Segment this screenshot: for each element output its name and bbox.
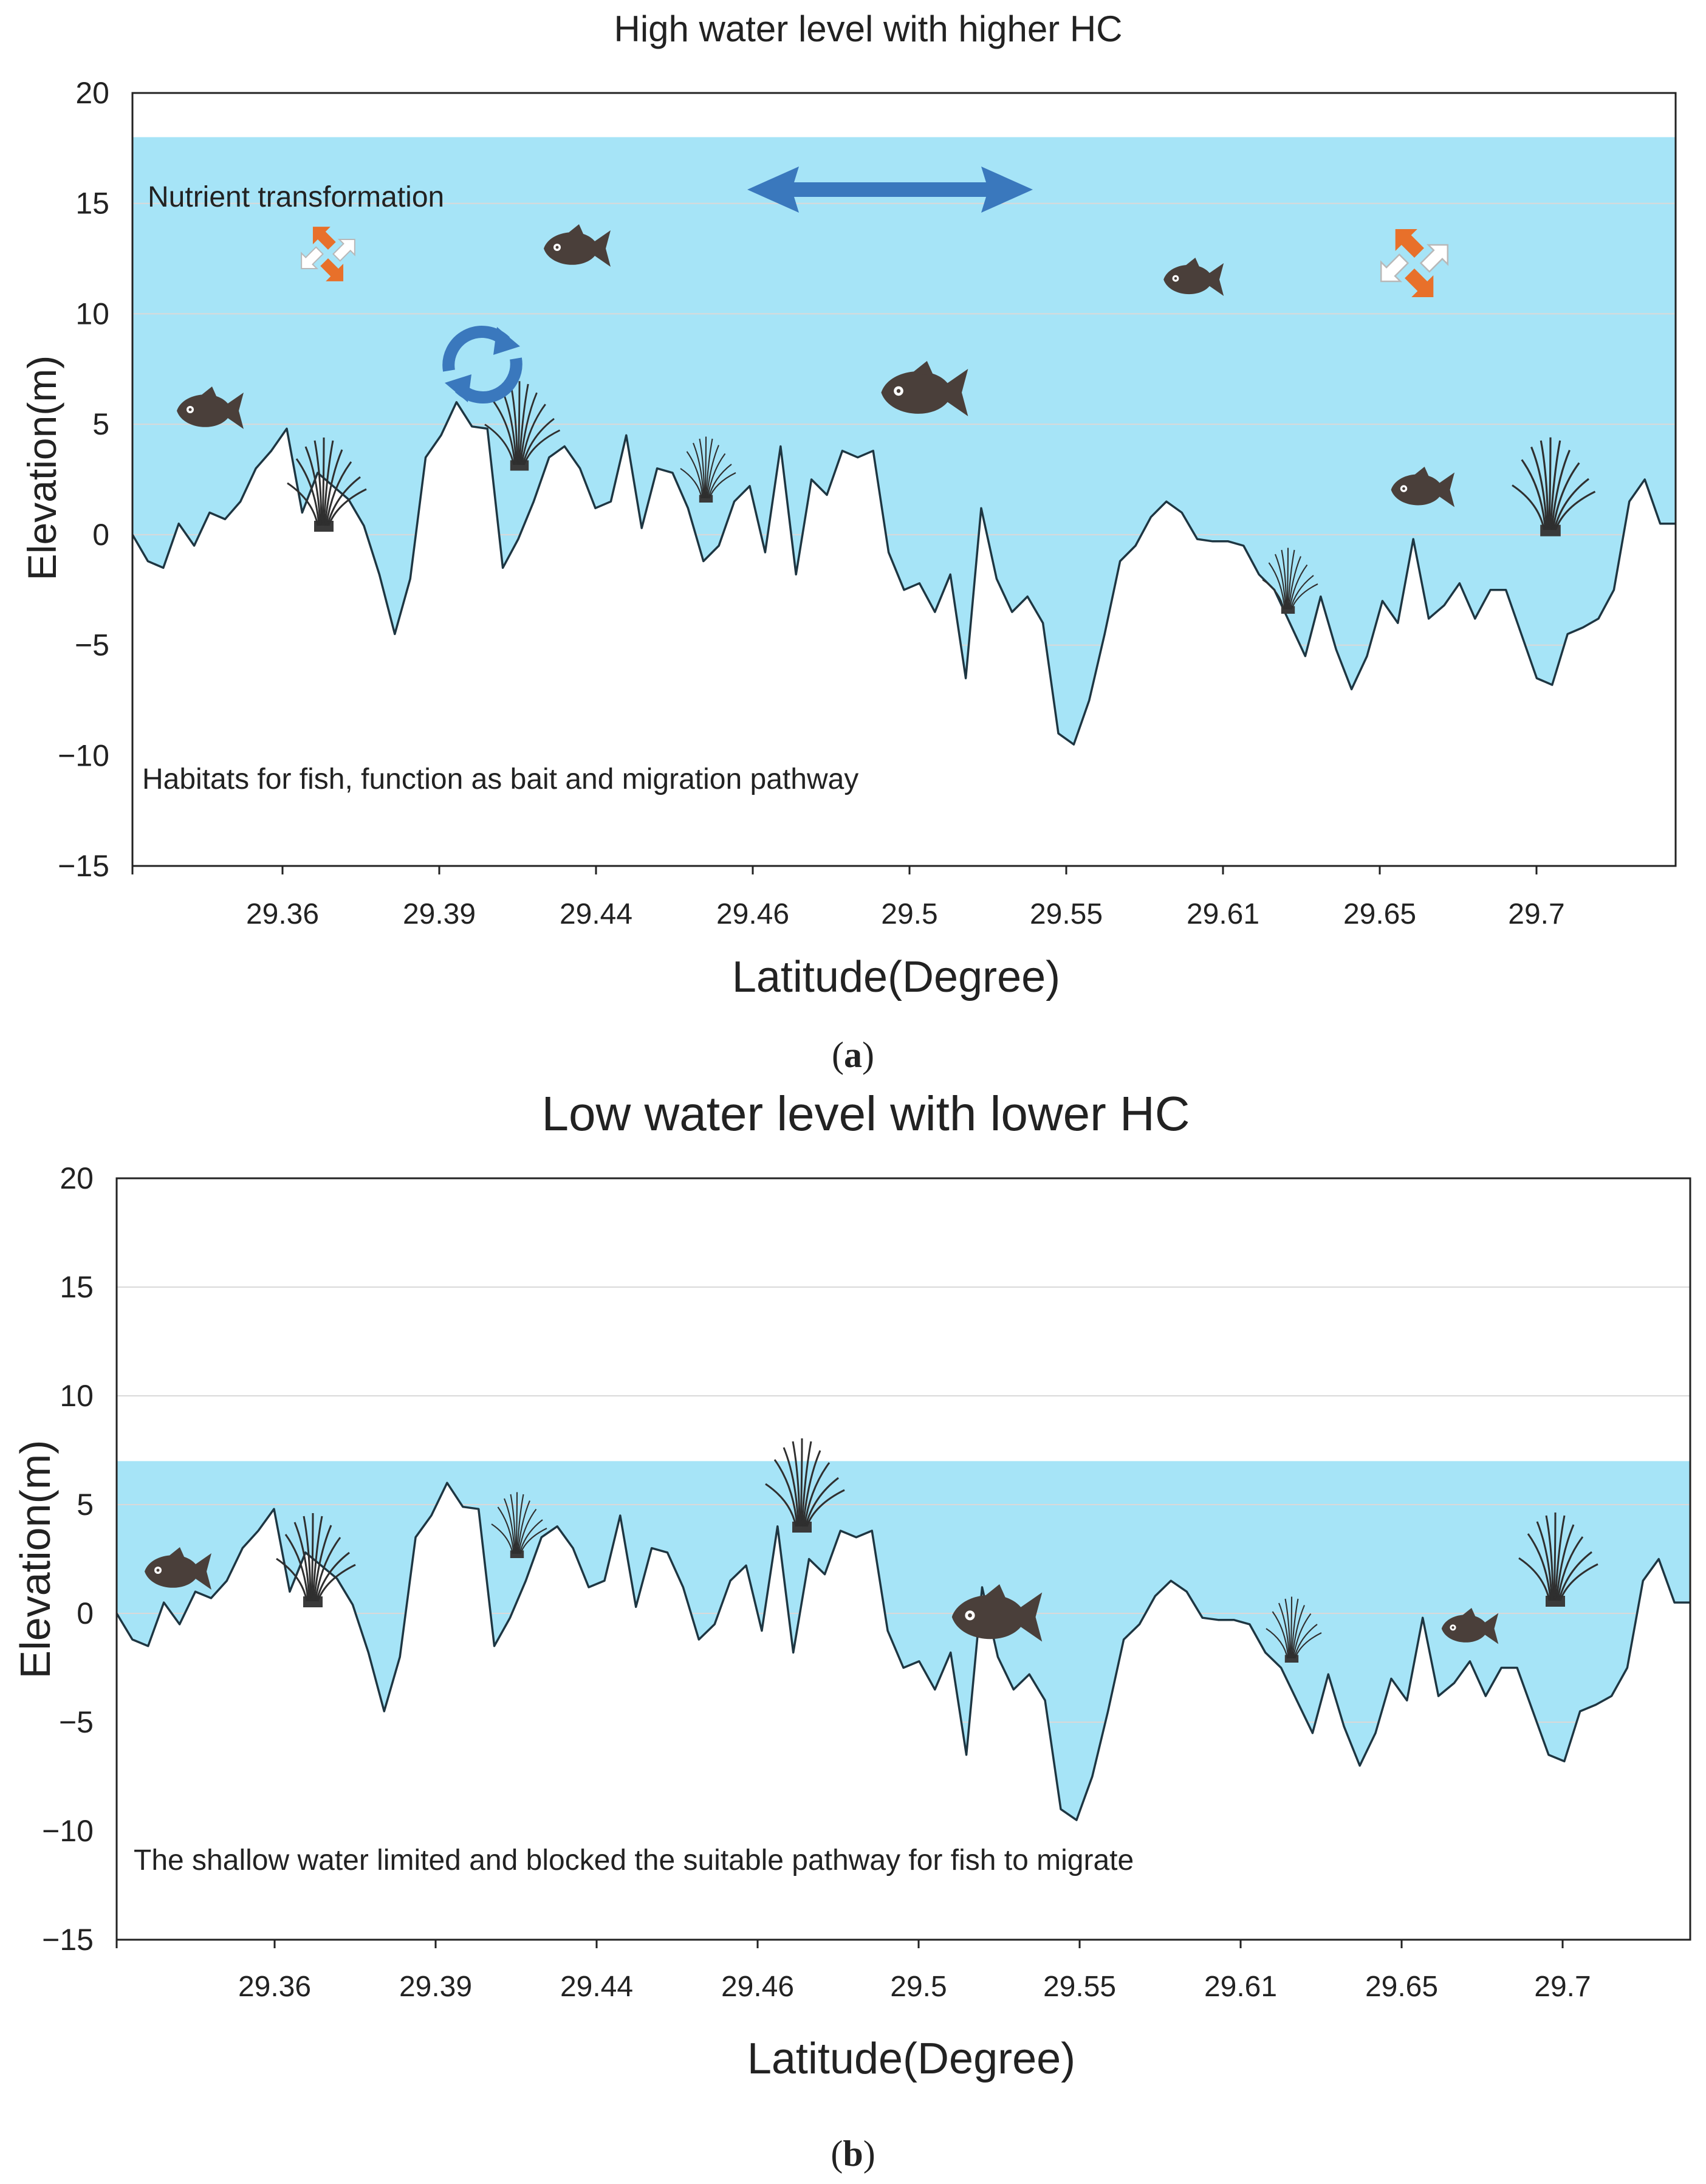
aquatic-plant-icon: [1518, 1512, 1598, 1607]
y-tick-label: 10: [75, 297, 109, 331]
x-tick-label: 29.5: [881, 898, 937, 930]
x-tick-label: 29.39: [403, 898, 476, 930]
double-arrow-icon: [747, 167, 1033, 213]
plot-area: 20 15 10 5 0 −5 −10 −15 29.36 29.39 29.44 29.46 29.5…: [42, 1161, 1691, 2003]
y-tick-label: −10: [42, 1814, 94, 1848]
y-tick-label: 0: [92, 518, 109, 552]
x-tick-label: 29.44: [560, 1971, 633, 2003]
terrain-fill: [132, 402, 1676, 866]
y-tick-label: 15: [60, 1270, 94, 1304]
panel-label: (a): [832, 1035, 874, 1075]
x-tick-label: 29.55: [1043, 1971, 1116, 2003]
terrain-fill: [117, 1483, 1690, 1940]
fish-icon: [951, 1584, 1043, 1642]
bottom-annotation: The shallow water limited and blocked th…: [134, 1844, 1134, 1877]
y-tick-label: 0: [77, 1596, 94, 1630]
x-tick-label: 29.46: [721, 1971, 794, 2003]
x-tick-label: 29.65: [1343, 898, 1416, 930]
aquatic-plant-icon: [1262, 548, 1318, 614]
chart-panel-a: High water level with higher HC 20 15 10 5 0…: [19, 9, 1677, 1075]
aquatic-plant-icon: [1512, 437, 1596, 537]
x-axis-label: Latitude(Degree): [732, 953, 1060, 1001]
y-tick-label: −15: [58, 849, 109, 883]
chart-title: High water level with higher HC: [614, 9, 1122, 49]
x-axis-label: Latitude(Degree): [747, 2035, 1075, 2083]
bottom-annotation: Habitats for fish, function as bait and …: [142, 763, 858, 795]
y-axis-label: Elevation(m): [12, 1440, 59, 1679]
aquatic-plant-icon: [680, 436, 736, 503]
x-tick-label: 29.39: [399, 1971, 472, 2003]
aquatic-plant-icon: [765, 1438, 845, 1533]
aquatic-plant-icon: [276, 1513, 356, 1607]
y-tick-label: 20: [75, 76, 109, 110]
y-tick-label: 20: [60, 1161, 94, 1195]
x-tick-label: 29.61: [1204, 1971, 1277, 2003]
x-tick-label: 29.55: [1030, 898, 1103, 930]
x-tick-label: 29.36: [238, 1971, 311, 2003]
nutrient-arrows-icon: [301, 227, 355, 281]
x-tick-label: 29.5: [890, 1971, 947, 2003]
x-tick-label: 29.44: [560, 898, 632, 930]
fish-icon: [177, 386, 244, 429]
y-tick-label: −15: [42, 1923, 94, 1957]
y-tick-label: −5: [59, 1705, 94, 1739]
top-annotation: Nutrient transformation: [148, 181, 444, 213]
y-tick-label: 10: [60, 1379, 94, 1413]
chart-title: Low water level with lower HC: [541, 1092, 1190, 1141]
x-tick-label: 29.65: [1365, 1971, 1438, 2003]
icon-layer: [145, 1438, 1598, 1663]
aquatic-plant-icon: [484, 381, 561, 471]
cycle-arrows-icon: [442, 326, 522, 403]
fish-icon: [544, 224, 611, 267]
plot-frame: [131, 92, 1677, 867]
y-axis-label: Elevation(m): [19, 355, 64, 580]
elevation-profile-line: [131, 401, 1676, 746]
fish-icon: [145, 1547, 211, 1590]
fish-icon: [881, 361, 968, 416]
fish-icon: [1391, 467, 1455, 507]
x-tick-label: 29.7: [1508, 898, 1564, 930]
y-tick-label: 5: [77, 1488, 94, 1522]
fish-icon: [1441, 1608, 1499, 1644]
panel-label: (b): [831, 2134, 875, 2174]
icon-layer: [177, 167, 1596, 614]
nutrient-arrows-icon: [1380, 228, 1449, 298]
plot-frame: [115, 1177, 1691, 1941]
x-tick-label: 29.36: [246, 898, 319, 930]
elevation-profile-line: [115, 1482, 1690, 1821]
chart-panel-b: Low water level with lower HC 20 15 10 5 0 −5…: [12, 1092, 1691, 2174]
aquatic-plant-icon: [1266, 1596, 1322, 1663]
y-tick-label: −5: [75, 628, 109, 662]
fish-icon: [1163, 258, 1224, 296]
x-tick-label: 29.7: [1534, 1971, 1591, 2003]
y-tick-label: 5: [92, 407, 109, 441]
y-tick-label: −10: [58, 738, 109, 772]
aquatic-plant-icon: [491, 1492, 547, 1558]
x-tick-label: 29.61: [1187, 898, 1259, 930]
x-tick-label: 29.46: [716, 898, 789, 930]
y-tick-label: 15: [75, 187, 109, 221]
aquatic-plant-icon: [287, 437, 367, 532]
